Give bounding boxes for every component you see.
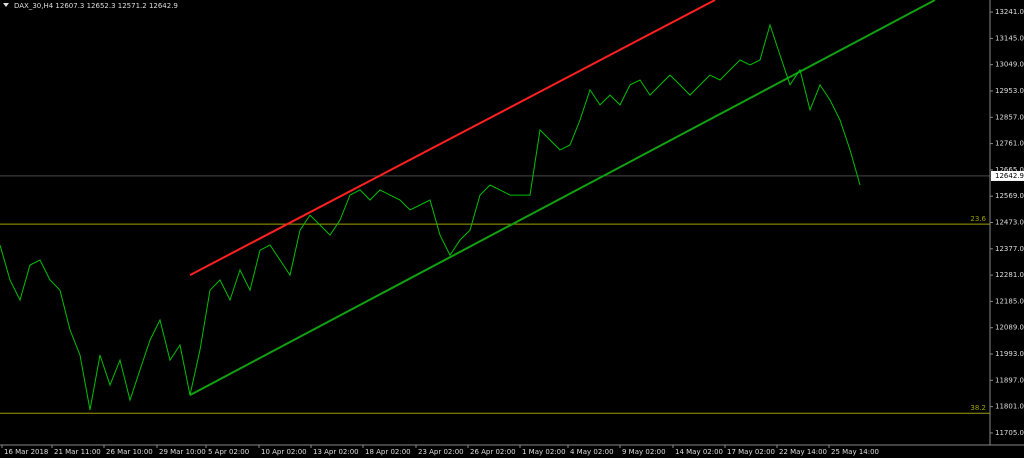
y-tick-label: 13145.0	[995, 34, 1024, 42]
x-tick-label: 5 Apr 02:00	[208, 448, 249, 456]
y-tick-label: 12473.0	[995, 219, 1024, 227]
x-tick-label: 26 Apr 02:00	[470, 448, 516, 456]
y-tick-label: 12953.0	[995, 87, 1024, 95]
y-tick-label: 11801.0	[995, 403, 1024, 411]
menu-arrow[interactable]	[3, 3, 9, 7]
y-tick-label: 12857.0	[995, 113, 1024, 121]
y-tick-label: 12665.0	[995, 166, 1024, 174]
y-tick-label: 12281.0	[995, 271, 1024, 279]
x-tick-label: 21 Mar 11:00	[54, 448, 101, 456]
y-tick-label: 11897.0	[995, 376, 1024, 384]
x-tick-label: 22 May 14:00	[779, 448, 827, 456]
x-tick-label: 25 May 14:00	[831, 448, 879, 456]
x-tick-label: 9 May 02:00	[622, 448, 666, 456]
x-tick-label: 29 Mar 10:00	[159, 448, 206, 456]
channel-line	[189, 0, 716, 276]
y-tick-label: 12377.0	[995, 245, 1024, 253]
x-tick-label: 26 Mar 10:00	[106, 448, 153, 456]
y-tick-label: 13049.0	[995, 61, 1024, 69]
x-tick-label: 1 May 02:00	[522, 448, 566, 456]
fib-label: 23.6	[970, 215, 986, 223]
price-line	[0, 23, 861, 410]
y-tick-label: 12185.0	[995, 297, 1024, 305]
fib-label: 38.2	[970, 404, 986, 412]
x-tick-label: 4 May 02:00	[570, 448, 614, 456]
channel-line	[189, 0, 936, 396]
current-price-label: 12642.9	[995, 172, 1024, 180]
x-tick-label: 13 Apr 02:00	[313, 448, 359, 456]
y-tick-label: 12761.0	[995, 140, 1024, 148]
x-tick-label: 23 Apr 02:00	[418, 448, 464, 456]
y-tick-label: 13241.0	[995, 8, 1024, 16]
chart-title: DAX_30,H4 12607.3 12652.3 12571.2 12642.…	[14, 2, 178, 10]
x-tick-label: 17 May 02:00	[727, 448, 775, 456]
x-tick-label: 14 May 02:00	[675, 448, 723, 456]
x-tick-label: 10 Apr 02:00	[261, 448, 307, 456]
y-tick-label: 12569.0	[995, 192, 1024, 200]
current-price-box	[991, 170, 1024, 181]
x-tick-label: 18 Apr 02:00	[365, 448, 411, 456]
x-tick-label: 16 Mar 2018	[4, 448, 48, 456]
y-tick-label: 12089.0	[995, 324, 1024, 332]
y-tick-label: 11993.0	[995, 350, 1024, 358]
y-tick-label: 11705.0	[995, 429, 1024, 437]
